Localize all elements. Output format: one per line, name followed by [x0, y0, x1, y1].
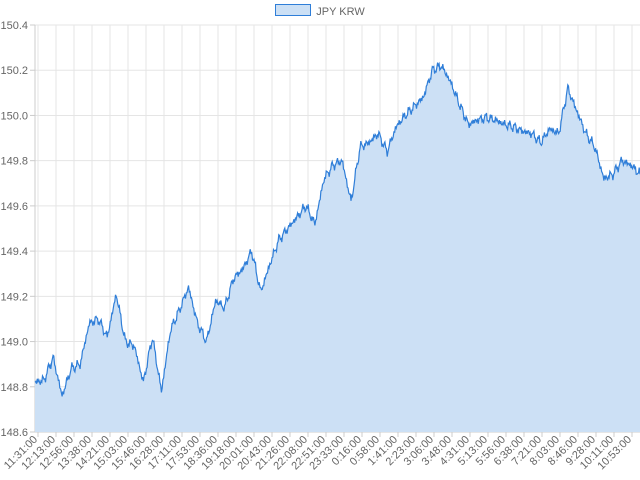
data-point	[368, 142, 370, 144]
data-point	[43, 379, 45, 381]
legend-label: JPY KRW	[316, 6, 365, 18]
data-point	[414, 106, 416, 108]
data-point	[143, 382, 145, 384]
series-line	[34, 61, 640, 397]
data-point	[52, 357, 54, 359]
y-tick-label: 149.0	[0, 337, 28, 349]
data-point	[215, 300, 217, 302]
y-tick-label: 148.8	[0, 382, 28, 394]
data-point	[513, 126, 515, 128]
data-point	[522, 131, 524, 133]
data-point	[296, 216, 298, 218]
data-point	[233, 277, 235, 279]
data-point	[287, 228, 289, 230]
data-point	[459, 103, 461, 105]
data-point	[70, 368, 72, 370]
data-point	[612, 173, 614, 175]
y-axis: 148.6 148.8 149.0 149.2 149.4 149.6 149.8 150.0…	[0, 20, 28, 439]
data-point	[278, 239, 280, 241]
data-point	[269, 264, 271, 266]
data-point	[161, 391, 163, 393]
data-point	[106, 336, 108, 338]
data-point	[540, 142, 542, 144]
chart-legend[interactable]: JPY KRW	[0, 4, 640, 18]
data-point	[242, 268, 244, 270]
data-point	[504, 124, 506, 126]
data-point	[79, 363, 81, 365]
data-point	[395, 126, 397, 128]
data-point	[206, 341, 208, 343]
data-point	[495, 119, 497, 121]
legend-swatch-icon	[275, 4, 312, 16]
data-point	[305, 205, 307, 207]
data-point	[558, 133, 560, 135]
data-point	[88, 323, 90, 325]
y-tick-label: 150.2	[0, 65, 28, 77]
x-axis: 11:31:0012:13:0012:56:0013:38:0014:21:00…	[2, 434, 634, 473]
data-point	[152, 336, 154, 338]
data-point	[567, 88, 569, 90]
data-point	[404, 115, 406, 117]
data-point	[585, 133, 587, 135]
y-tick-label: 149.2	[0, 291, 28, 303]
data-point	[350, 201, 352, 203]
data-point	[323, 178, 325, 180]
data-point	[125, 341, 127, 343]
data-point	[97, 318, 99, 320]
data-point	[386, 151, 388, 153]
data-point	[341, 160, 343, 162]
data-point	[468, 124, 470, 126]
data-point	[134, 345, 136, 347]
y-tick-label: 148.6	[0, 427, 28, 439]
data-point	[441, 65, 443, 67]
data-point	[477, 119, 479, 121]
y-tick-label: 149.8	[0, 156, 28, 168]
data-point	[594, 146, 596, 148]
y-tick-label: 150.0	[0, 110, 28, 122]
data-point	[630, 164, 632, 166]
plot-area	[34, 61, 640, 432]
series-area	[35, 62, 640, 432]
data-point	[332, 164, 334, 166]
data-point	[188, 287, 190, 289]
data-point	[179, 309, 181, 311]
data-point	[576, 110, 578, 112]
data-point	[34, 382, 36, 384]
data-point	[450, 81, 452, 83]
y-tick-label: 149.6	[0, 201, 28, 213]
data-point	[549, 128, 551, 130]
data-point	[359, 146, 361, 148]
data-point	[377, 133, 379, 135]
y-tick-label: 149.4	[0, 246, 28, 258]
data-point	[116, 293, 118, 295]
data-point	[170, 329, 172, 331]
data-point	[603, 178, 605, 180]
data-point	[197, 323, 199, 325]
data-point	[224, 307, 226, 309]
data-point	[251, 250, 253, 252]
data-point	[621, 160, 623, 162]
data-point	[260, 291, 262, 293]
data-point	[423, 97, 425, 99]
data-point	[531, 133, 533, 135]
data-point	[314, 223, 316, 225]
data-point	[61, 395, 63, 397]
y-tick-label: 150.4	[0, 20, 28, 32]
data-point	[486, 117, 488, 119]
data-point	[432, 69, 434, 71]
